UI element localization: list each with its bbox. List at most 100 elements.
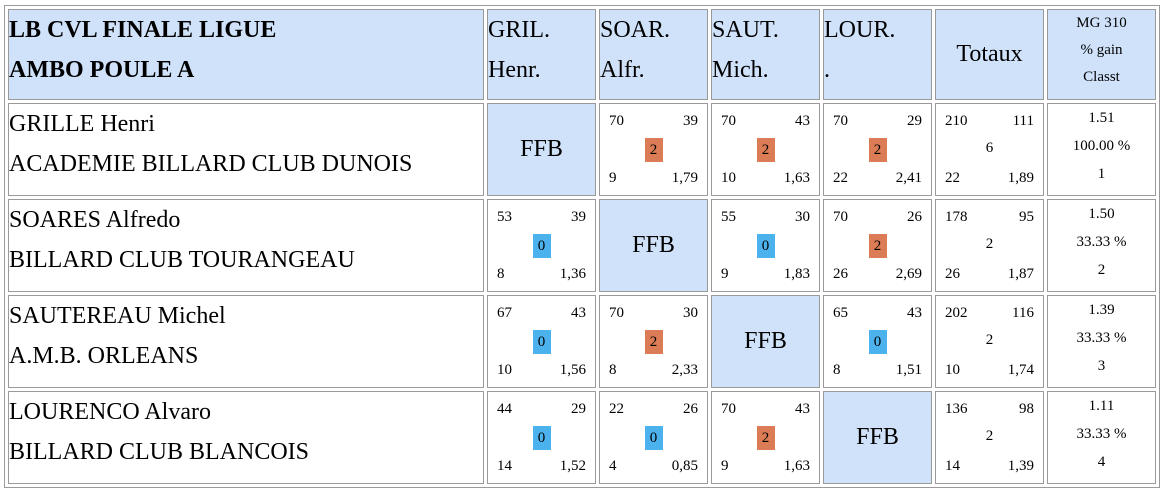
- match-points: 55: [721, 209, 736, 225]
- match-series: 30: [795, 209, 810, 225]
- player-cell: LOURENCO Alvaro BILLARD CLUB BLANCOIS: [8, 391, 484, 484]
- column-header-line2: Henr.: [488, 57, 541, 83]
- match-average: 1,79: [671, 170, 698, 186]
- match-points: 67: [497, 305, 512, 321]
- match-average: 1,63: [783, 458, 810, 474]
- match-average: 2,33: [671, 362, 698, 378]
- mg-header-line1: MG 310: [1076, 15, 1127, 31]
- match-cell: 70 29 2 22 2,41: [823, 103, 932, 196]
- total-score: 2: [985, 332, 994, 348]
- column-header-saut: SAUT. Mich.: [711, 9, 820, 100]
- match-reprises: 9: [609, 170, 617, 186]
- match-series: 39: [571, 209, 586, 225]
- match-score-badge: 0: [532, 330, 551, 354]
- column-header-mg: MG 310 % gain Classt: [1047, 9, 1156, 100]
- ffb-cell: FFB: [711, 295, 820, 388]
- match-series: 29: [571, 401, 586, 417]
- match-cell: 67 43 0 10 1,56: [487, 295, 596, 388]
- match-cell: 70 30 2 8 2,33: [599, 295, 708, 388]
- total-series: 98: [1019, 401, 1034, 417]
- ranking: 3: [1097, 358, 1106, 374]
- general-average: 1.11: [1088, 398, 1115, 414]
- table-title: LB CVL FINALE LIGUE AMBO POULE A: [8, 9, 484, 100]
- match-reprises: 10: [721, 170, 736, 186]
- total-points: 210: [945, 113, 968, 129]
- results-table: LB CVL FINALE LIGUE AMBO POULE A GRIL. H…: [4, 5, 1160, 488]
- column-header-line2: Mich.: [712, 57, 769, 83]
- total-score: 2: [985, 236, 994, 252]
- player-name: GRILLE Henri: [9, 111, 155, 137]
- total-average: 1,87: [1007, 266, 1034, 282]
- summary-cell: 1.39 33.33 % 3: [1047, 295, 1156, 388]
- player-row: LOURENCO Alvaro BILLARD CLUB BLANCOIS 44 29…: [8, 391, 1156, 484]
- match-reprises: 10: [497, 362, 512, 378]
- match-score-badge: 2: [756, 426, 775, 450]
- match-average: 1,51: [895, 362, 922, 378]
- totals-cell: 136 98 2 14 1,39: [935, 391, 1044, 484]
- match-points: 70: [609, 305, 624, 321]
- player-club: BILLARD CLUB BLANCOIS: [9, 439, 310, 465]
- match-reprises: 4: [609, 458, 617, 474]
- match-average: 0,85: [671, 458, 698, 474]
- match-average: 1,52: [559, 458, 586, 474]
- total-score: 6: [985, 140, 994, 156]
- match-reprises: 8: [609, 362, 617, 378]
- match-average: 2,41: [895, 170, 922, 186]
- match-score-badge: 0: [644, 426, 663, 450]
- win-percentage: 33.33 %: [1076, 234, 1127, 250]
- total-reprises: 14: [945, 458, 960, 474]
- match-cell: 55 30 0 9 1,83: [711, 199, 820, 292]
- match-cell: 70 43 2 9 1,63: [711, 391, 820, 484]
- total-points: 202: [945, 305, 968, 321]
- match-series: 30: [683, 305, 698, 321]
- match-series: 29: [907, 113, 922, 129]
- match-reprises: 9: [721, 266, 729, 282]
- match-series: 43: [795, 113, 810, 129]
- match-reprises: 26: [833, 266, 848, 282]
- match-average: 1,83: [783, 266, 810, 282]
- player-row: SOARES Alfredo BILLARD CLUB TOURANGEAU 53 3…: [8, 199, 1156, 292]
- mg-header-line2: % gain: [1080, 42, 1123, 58]
- summary-cell: 1.50 33.33 % 2: [1047, 199, 1156, 292]
- player-name: SAUTEREAU Michel: [9, 303, 226, 329]
- column-header-line1: GRIL.: [488, 17, 550, 43]
- ranking: 4: [1097, 454, 1106, 470]
- match-points: 70: [833, 209, 848, 225]
- match-cell: 70 39 2 9 1,79: [599, 103, 708, 196]
- match-score-badge: 0: [868, 330, 887, 354]
- match-score-badge: 0: [756, 234, 775, 258]
- column-header-line2: .: [824, 57, 830, 83]
- player-club: BILLARD CLUB TOURANGEAU: [9, 247, 355, 273]
- total-series: 95: [1019, 209, 1034, 225]
- column-header-lour: LOUR. .: [823, 9, 932, 100]
- match-series: 26: [683, 401, 698, 417]
- total-score: 2: [985, 428, 994, 444]
- match-points: 44: [497, 401, 512, 417]
- column-header-line2: Alfr.: [600, 57, 645, 83]
- match-points: 70: [609, 113, 624, 129]
- column-header-totaux: Totaux: [935, 9, 1044, 100]
- match-series: 43: [571, 305, 586, 321]
- header-row: LB CVL FINALE LIGUE AMBO POULE A GRIL. H…: [8, 9, 1156, 100]
- player-name: SOARES Alfredo: [9, 207, 181, 233]
- match-points: 70: [721, 401, 736, 417]
- match-points: 53: [497, 209, 512, 225]
- total-series: 111: [1012, 113, 1034, 129]
- match-average: 1,63: [783, 170, 810, 186]
- player-cell: SOARES Alfredo BILLARD CLUB TOURANGEAU: [8, 199, 484, 292]
- player-cell: SAUTEREAU Michel A.M.B. ORLEANS: [8, 295, 484, 388]
- totals-cell: 202 116 2 10 1,74: [935, 295, 1044, 388]
- match-points: 70: [833, 113, 848, 129]
- match-score-badge: 0: [532, 234, 551, 258]
- total-reprises: 22: [945, 170, 960, 186]
- match-average: 2,69: [895, 266, 922, 282]
- match-reprises: 8: [833, 362, 841, 378]
- player-club: A.M.B. ORLEANS: [9, 343, 199, 369]
- title-line2: AMBO POULE A: [9, 57, 195, 83]
- match-average: 1,56: [559, 362, 586, 378]
- match-score-badge: 0: [532, 426, 551, 450]
- total-series: 116: [1012, 305, 1034, 321]
- match-reprises: 8: [497, 266, 505, 282]
- match-series: 26: [907, 209, 922, 225]
- match-series: 43: [907, 305, 922, 321]
